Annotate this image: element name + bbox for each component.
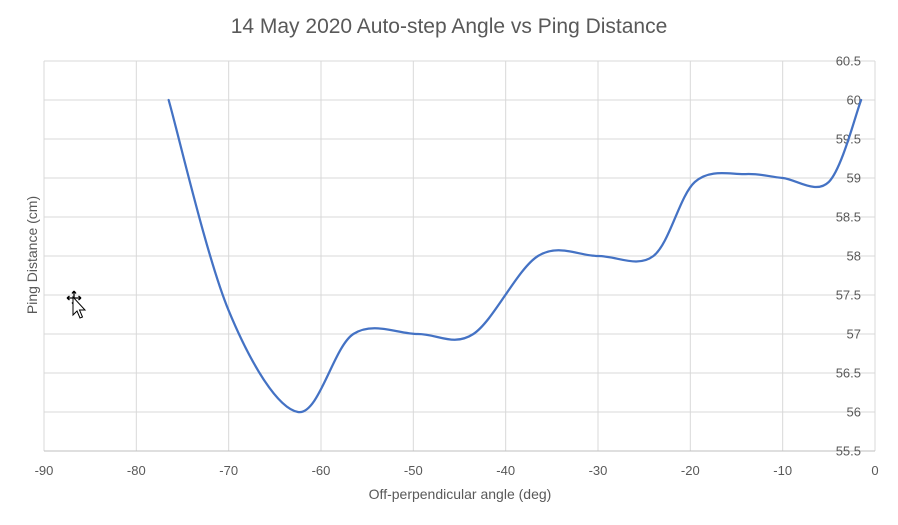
x-tick-label: -10 [773,463,792,478]
y-tick-label: 56.5 [836,366,861,381]
y-tick-label: 55.5 [836,444,861,459]
x-tick-label: -60 [312,463,331,478]
x-tick-label: -30 [589,463,608,478]
x-tick-labels: -90 -80 -70 -60 -50 -40 -30 -20 -10 0 [35,463,879,478]
y-tick-label: 58.5 [836,210,861,225]
x-tick-label: -70 [219,463,238,478]
x-tick-label: -20 [681,463,700,478]
mouse-cursor-icon [66,290,87,319]
series-line [167,98,863,414]
y-tick-label: 57 [847,327,861,342]
x-tick-label: -50 [404,463,423,478]
x-tick-label: 0 [871,463,878,478]
y-tick-label: 58 [847,249,861,264]
y-axis-title: Ping Distance (cm) [24,196,40,314]
x-axis-title: Off-perpendicular angle (deg) [369,486,552,502]
y-tick-label: 59 [847,171,861,186]
x-tick-label: -80 [127,463,146,478]
chart-title: 14 May 2020 Auto-step Angle vs Ping Dist… [231,15,668,38]
y-tick-label: 60 [847,93,861,108]
grid-group [43,60,876,452]
y-tick-label: 57.5 [836,288,861,303]
x-tick-label: -40 [496,463,515,478]
y-tick-label: 56 [847,405,861,420]
x-tick-label: -90 [35,463,54,478]
series-group [167,98,863,414]
y-tick-label: 60.5 [836,54,861,69]
